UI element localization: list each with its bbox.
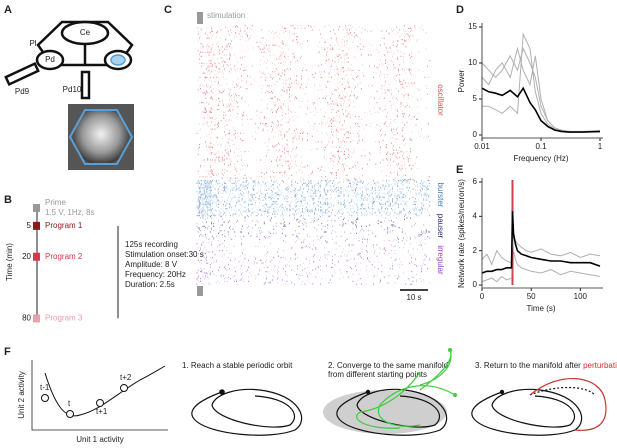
prime-params: 1.5 V, 1Hz, 8s xyxy=(45,208,95,217)
program-marker xyxy=(33,252,40,261)
y-axis-label: Network rate (spikes/neuron/s) xyxy=(457,179,466,288)
raster-spikes xyxy=(196,216,427,237)
panel-label: D xyxy=(456,4,464,16)
y-axis-label: Power xyxy=(457,69,466,92)
class-label: burster xyxy=(436,183,445,208)
axis-label: Time (min) xyxy=(5,243,14,281)
raster-spikes xyxy=(196,236,431,285)
protocol-detail: Frequency: 20Hz xyxy=(125,270,186,279)
x-tick-label: 1 xyxy=(598,142,603,151)
time-tick-label: 80 xyxy=(22,314,31,323)
panel-label: F xyxy=(4,346,11,358)
y-tick-label: 4 xyxy=(473,211,478,220)
panel-label: B xyxy=(4,194,12,206)
caption-highlight: perturbation xyxy=(583,361,617,370)
x-tick-label: 0.01 xyxy=(474,142,490,151)
caption-text: 3. Return to the manifold after xyxy=(475,361,583,370)
cell-image xyxy=(68,104,134,170)
caption: from different starting points xyxy=(328,370,427,379)
y-tick-label: 2 xyxy=(473,246,478,255)
time-tick-label: 20 xyxy=(22,252,31,261)
protocol-timeline xyxy=(33,204,40,322)
x-tick-label: 0.1 xyxy=(535,142,547,151)
x-axis-label: Frequency (Hz) xyxy=(513,154,568,163)
axis-label: Unit 1 activity xyxy=(76,435,124,444)
diagram-label: Ce xyxy=(80,28,91,37)
program-label: Program 2 xyxy=(45,252,83,261)
series-line xyxy=(482,32,600,133)
protocol-detail: 125s recording xyxy=(125,240,178,249)
y-tick-label: 0 xyxy=(473,280,478,289)
y-tick-label: 0 xyxy=(473,130,478,139)
panel-label: A xyxy=(4,4,12,16)
time-tick-label: 5 xyxy=(27,221,32,230)
stimulation-label: stimulation xyxy=(207,11,245,20)
series-line xyxy=(481,224,601,266)
panel-label: C xyxy=(164,4,172,16)
scale-label: 10 s xyxy=(406,293,421,302)
program-label: Program 3 xyxy=(45,314,83,323)
raster xyxy=(196,25,431,285)
point-label: t+1 xyxy=(96,407,108,416)
x-tick-label: 0 xyxy=(480,292,485,301)
series-line xyxy=(481,46,601,133)
orbit-points xyxy=(41,384,128,418)
axis-label: Unit 2 activity xyxy=(17,371,26,419)
program-label: Program 1 xyxy=(45,221,83,230)
class-label: oscillator xyxy=(436,84,445,116)
orbit-1 xyxy=(191,388,303,436)
y-tick-label: 5 xyxy=(473,94,478,103)
prime-marker xyxy=(33,204,40,212)
raster-spikes xyxy=(196,180,431,217)
diagram-label: Pd xyxy=(45,55,55,64)
point-label: t+2 xyxy=(120,373,132,382)
y-tick-label: 10 xyxy=(468,58,477,67)
x-tick-label: 100 xyxy=(574,292,588,301)
point-label: t-1 xyxy=(40,383,50,392)
panel-label: E xyxy=(456,164,463,176)
protocol-detail: Amplitude: 8 V xyxy=(125,260,178,269)
diagram-label: Pd9 xyxy=(15,87,30,96)
stimulation-marker xyxy=(197,286,203,296)
class-label: pauser xyxy=(436,214,445,239)
orbit-2 xyxy=(323,348,457,436)
program-marker xyxy=(33,314,40,323)
x-tick-label: 50 xyxy=(527,292,536,301)
raster-spikes xyxy=(196,180,431,217)
axes xyxy=(481,178,603,289)
diagram-label: Pl xyxy=(29,39,36,48)
caption: 2. Converge to the same manifold xyxy=(328,361,448,370)
y-tick-label: 6 xyxy=(473,177,478,186)
class-label: irregular xyxy=(436,245,445,275)
diagram-label: Pd10 xyxy=(63,85,82,94)
point-label: t xyxy=(68,399,71,408)
caption: 1. Reach a stable periodic orbit xyxy=(182,361,293,370)
y-tick-label: 15 xyxy=(468,22,477,31)
axes xyxy=(481,23,603,139)
stimulation-marker xyxy=(197,12,203,24)
series-line xyxy=(481,86,601,133)
program-marker xyxy=(33,221,40,230)
raster-spikes xyxy=(196,25,431,181)
series-line xyxy=(481,211,601,274)
raster-spikes xyxy=(196,25,431,181)
orbit-3 xyxy=(471,377,607,436)
series-line xyxy=(481,233,601,283)
ganglion-diagram xyxy=(4,20,134,100)
caption: 3. Return to the manifold after perturba… xyxy=(475,361,617,370)
state-space-schematic xyxy=(31,360,168,431)
protocol-detail: Stimulation onset:30 s xyxy=(125,250,204,259)
raster-spikes xyxy=(197,216,431,237)
raster-spikes xyxy=(196,236,431,285)
prime-label: Prime xyxy=(45,198,66,207)
x-axis-label: Time (s) xyxy=(526,304,555,313)
protocol-detail: Duration: 2.5s xyxy=(125,280,175,289)
